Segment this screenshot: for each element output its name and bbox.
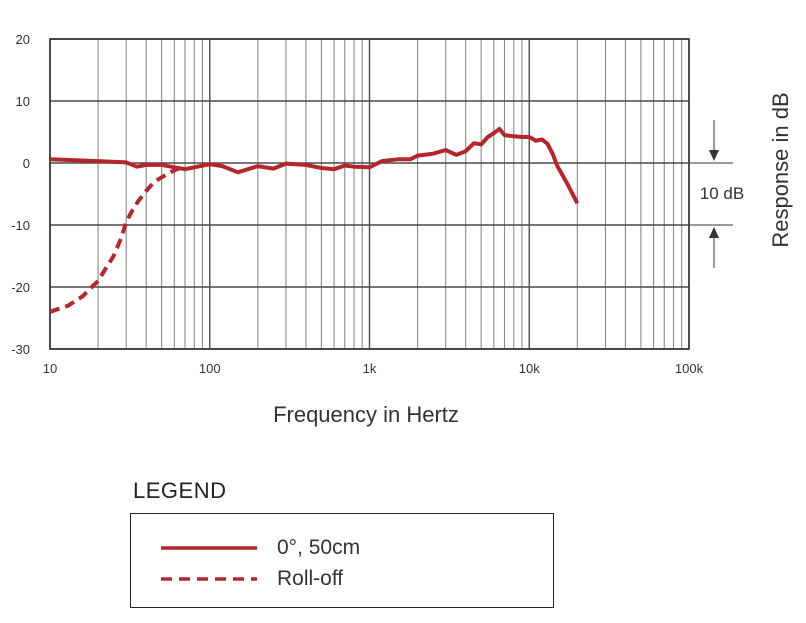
legend-label-dashed: Roll-off (277, 567, 344, 590)
y-axis-label: Response in dB (768, 92, 793, 247)
x-tick-label: 10 (43, 361, 57, 376)
x-axis-label: Frequency in Hertz (273, 402, 459, 427)
annotation-arrowhead-down (709, 150, 719, 161)
x-tick-label: 1k (363, 361, 377, 376)
y-tick-label: -20 (11, 280, 30, 295)
y-tick-label: 10 (16, 94, 30, 109)
minor-grid (97, 39, 683, 349)
roll-off-series-line (49, 166, 181, 314)
legend-item-solid: 0°, 50cm (161, 533, 360, 563)
annotation-arrowhead-up (709, 227, 719, 238)
response-series-line (49, 126, 580, 205)
y-tick-label: -10 (11, 218, 30, 233)
series-layer (49, 126, 580, 314)
ten-db-label: 10 dB (700, 184, 744, 203)
y-tick-label: 0 (23, 156, 30, 171)
y-tick-labels: 20 10 0 -10 -20 -30 (11, 32, 30, 357)
legend-box: 0°, 50cm Roll-off (130, 513, 554, 608)
solid-line-swatch (161, 546, 257, 550)
x-tick-label: 100 (199, 361, 221, 376)
x-tick-labels: 10 100 1k 10k 100k (43, 361, 704, 376)
y-tick-label: -30 (11, 342, 30, 357)
y-tick-label: 20 (16, 32, 30, 47)
legend-title: LEGEND (133, 478, 227, 503)
legend-item-dashed: Roll-off (161, 564, 343, 594)
plot-frame (49, 38, 690, 350)
x-tick-label: 100k (675, 361, 704, 376)
ten-db-annotation: 10 dB (690, 120, 744, 268)
x-tick-label: 10k (519, 361, 540, 376)
dashed-line-swatch (161, 577, 257, 581)
legend-label-solid: 0°, 50cm (277, 536, 361, 559)
